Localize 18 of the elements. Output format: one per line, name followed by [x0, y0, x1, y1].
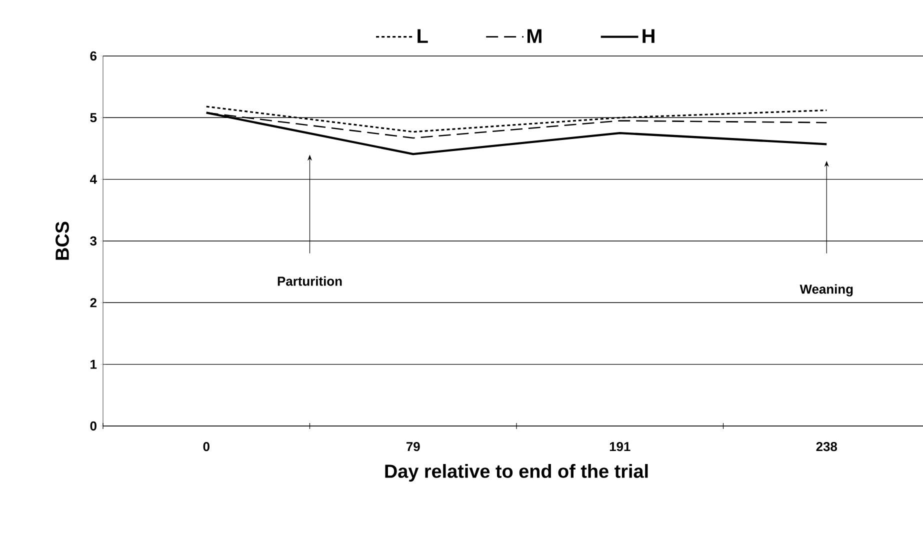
x-tick-label: 0: [203, 442, 210, 452]
y-tick-label: 1: [90, 360, 97, 369]
y-tick-label: 6: [90, 51, 97, 61]
x-axis-title: Day relative to end of the trial: [385, 464, 648, 482]
x-tick-label: 79: [406, 442, 420, 452]
x-tick-label: 238: [816, 442, 838, 452]
annotation: Parturition: [278, 276, 342, 286]
annotation: Weaning: [800, 284, 853, 296]
legend-label: H: [642, 29, 654, 43]
y-tick-label: 3: [90, 236, 97, 246]
y-tick-label: 0: [90, 421, 96, 431]
legend-label: M: [527, 29, 542, 43]
y-tick-label: 5: [90, 113, 97, 122]
y-tick-label: 2: [90, 298, 96, 308]
legend-label: L: [418, 29, 428, 43]
y-tick-label: 4: [90, 174, 97, 184]
y-axis-title: BCS: [56, 222, 69, 260]
x-tick-label: 191: [610, 442, 630, 452]
